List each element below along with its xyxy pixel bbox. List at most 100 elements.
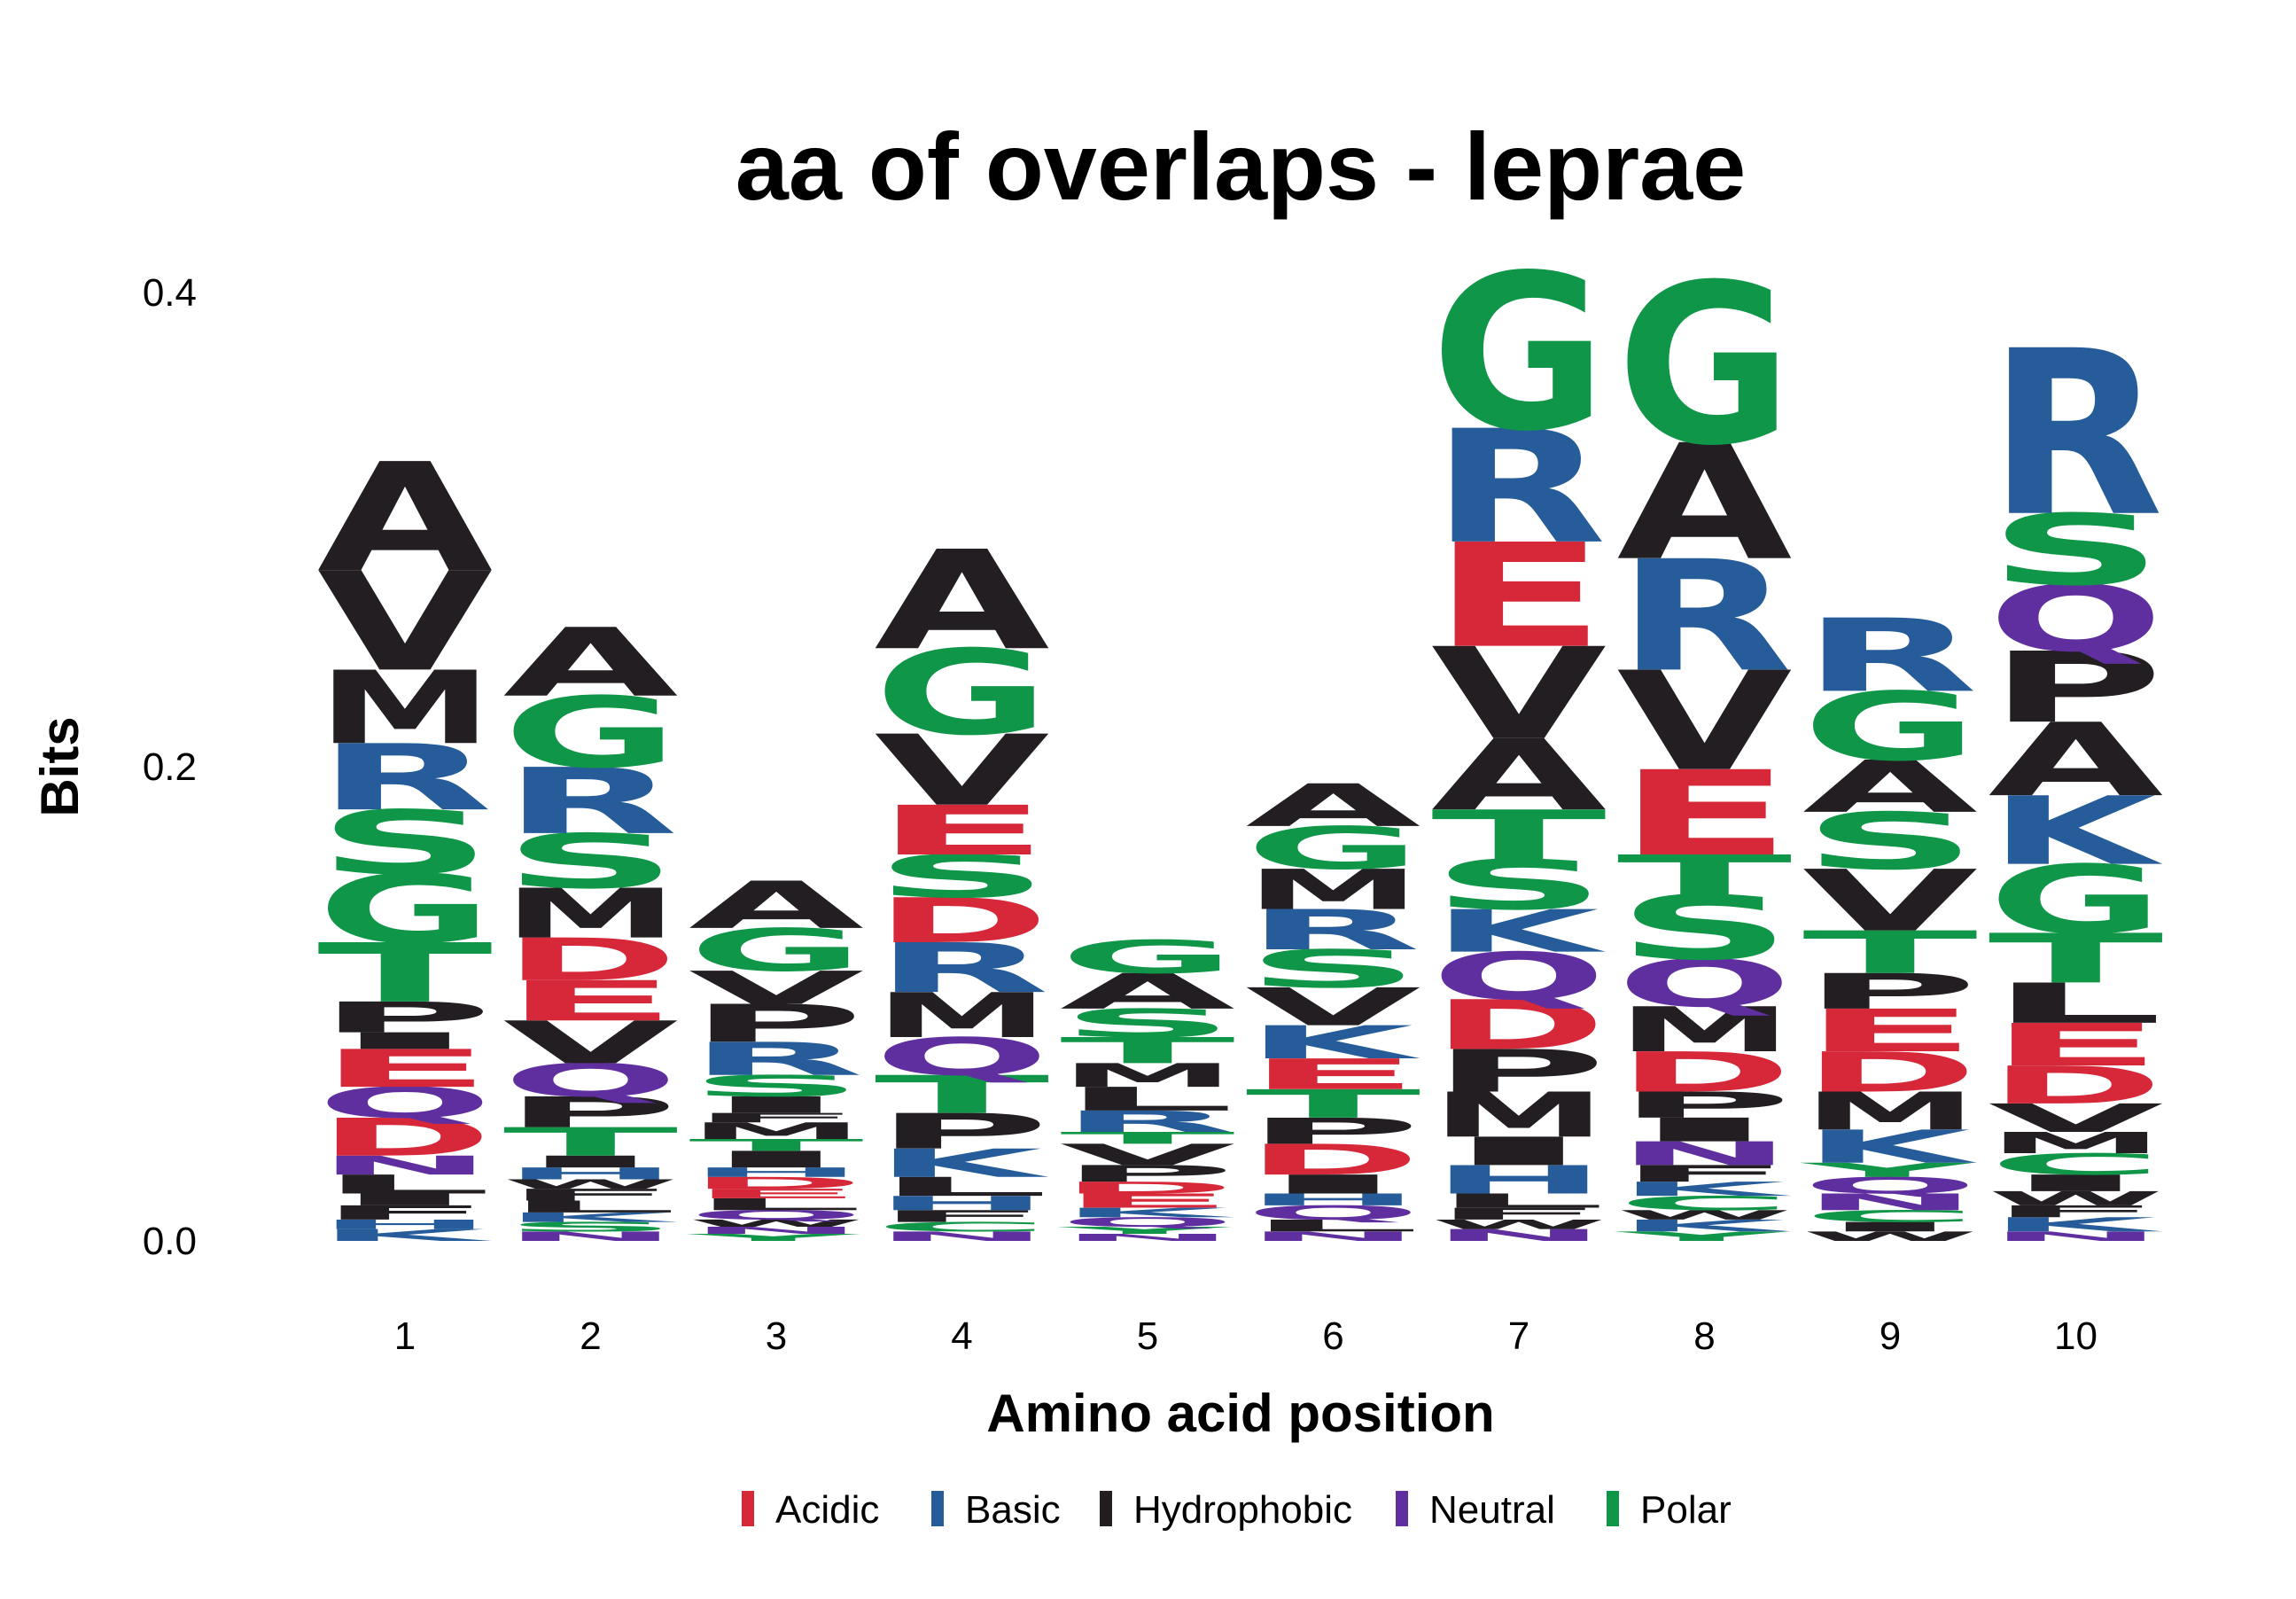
legend-item-acidic: Acidic <box>742 1488 879 1532</box>
logo-letter-S: S <box>317 792 493 893</box>
logo-letter-I: I <box>1617 1112 1793 1150</box>
logo-letter-K: K <box>1060 1205 1235 1221</box>
logo-letter-L: L <box>503 1197 679 1216</box>
logo-letter-T: T <box>689 1135 864 1154</box>
logo-letter-Y: Y <box>1057 1225 1233 1236</box>
logo-letter-I: I <box>503 1152 679 1171</box>
logo-letter-Q: Q <box>1060 1214 1235 1229</box>
logo-letter-G: G <box>1246 815 1421 883</box>
logo-letter-P: P <box>503 1088 679 1137</box>
logo-letter-Q: Q <box>1431 939 1607 1014</box>
logo-letter-F: F <box>689 1111 864 1126</box>
logo-letter-M: M <box>1802 1081 1978 1142</box>
logo-letter-D: D <box>1617 1041 1793 1105</box>
x-tick-label: 4 <box>951 1314 972 1358</box>
logo-letter-D: D <box>1802 1041 1978 1105</box>
logo-letter-H: H <box>875 1192 1050 1215</box>
logo-letter-L: L <box>875 1172 1050 1202</box>
legend-swatch <box>742 1491 754 1526</box>
logo-letter-I: I <box>1246 1169 1421 1199</box>
logo-letter-S: S <box>1617 878 1793 979</box>
logo-letter-Q: Q <box>1989 566 2164 672</box>
logo-letter-T: T <box>1802 919 1978 987</box>
logo-letter-R: R <box>1431 397 1607 578</box>
legend-label: Hydrophobic <box>1133 1488 1352 1532</box>
logo-letter-I: I <box>1431 1129 1607 1174</box>
x-tick-label: 10 <box>2054 1314 2098 1358</box>
logo-letter-K: K <box>1617 1216 1792 1235</box>
logo-letter-M: M <box>1060 1057 1235 1095</box>
legend-label: Acidic <box>775 1488 879 1532</box>
logo-letter-E: E <box>1060 1190 1235 1213</box>
logo-letter-K: K <box>1246 1016 1421 1069</box>
logo-letter-V: V <box>1989 1096 2164 1141</box>
logo-letter-H: H <box>317 1217 493 1232</box>
logo-letter-W: W <box>503 1177 679 1192</box>
logo-letter-A: A <box>1989 701 2164 819</box>
logo-letter-H: H <box>689 1165 864 1180</box>
logo-letter-C: C <box>1989 1148 2164 1182</box>
legend-label: Basic <box>965 1488 1061 1532</box>
logo-letter-D: D <box>1989 1055 2164 1115</box>
logo-letter-A: A <box>503 609 679 719</box>
logo-letter-D: D <box>1060 1178 1235 1197</box>
logo-letter-A: A <box>1617 411 1793 597</box>
logo-letter-M: M <box>1617 994 1793 1066</box>
logo-letter-G: G <box>875 625 1050 760</box>
x-axis-title: Amino acid position <box>986 1384 1494 1443</box>
logo-letter-S: S <box>1431 846 1607 925</box>
legend: Acidic Basic Hydrophobic Neutral Polar <box>742 1488 1732 1532</box>
x-tick-label: 3 <box>766 1314 787 1358</box>
logo-letter-Q: Q <box>875 1027 1050 1088</box>
y-tick-label: 0.2 <box>143 745 197 789</box>
y-axis: 0.0 0.2 0.4 <box>143 271 197 1263</box>
logo-letter-G: G <box>503 677 679 791</box>
logo-letter-S: S <box>503 1220 679 1235</box>
logo-letter-S: S <box>1989 495 2164 608</box>
logo-letter-D: D <box>317 1107 493 1167</box>
logo-letter-T: T <box>503 1119 679 1165</box>
logo-letter-I: I <box>1989 1170 2164 1197</box>
legend-item-hydrophobic: Hydrophobic <box>1100 1488 1352 1532</box>
x-tick-label: 2 <box>580 1314 601 1358</box>
logo-letter-K: K <box>317 1226 492 1244</box>
logo-letter-K: K <box>1802 1120 1978 1174</box>
logo-letter-H: H <box>1431 1158 1607 1203</box>
logo-letter-W: W <box>689 1218 864 1229</box>
logo-letter-N: N <box>875 1228 1050 1244</box>
logo-letter-I: I <box>317 1027 493 1054</box>
logo-letter-R: R <box>1060 1105 1235 1139</box>
logo-letter-A: A <box>689 868 864 943</box>
logo-letter-K: K <box>1617 1178 1792 1201</box>
logo-letter-G: G <box>1060 931 1235 984</box>
logo-letter-S: S <box>875 843 1050 911</box>
logo-letter-M: M <box>503 874 679 954</box>
logo-letter-R: R <box>317 725 493 831</box>
logo-letter-P: P <box>1802 963 1978 1020</box>
logo-letter-K: K <box>503 1210 679 1225</box>
logo-letter-W: W <box>1989 1188 2164 1211</box>
logo-letter-A: A <box>1060 963 1235 1020</box>
logo-letter-S: S <box>689 1069 864 1103</box>
logo-letter-Q: Q <box>1802 1173 1978 1199</box>
logo-letter-V: V <box>1060 1138 1235 1172</box>
logo-letter-L: L <box>689 1195 864 1213</box>
y-axis-title: Bits <box>30 716 90 816</box>
logo-letter-N: N <box>1060 1232 1235 1244</box>
logo-letter-V: V <box>875 714 1050 828</box>
logo-letter-E: E <box>503 970 679 1034</box>
logo-letter-M: M <box>1246 858 1421 923</box>
logo-letter-P: P <box>317 993 493 1042</box>
legend-swatch <box>1396 1491 1408 1526</box>
logo-letter-F: F <box>317 1202 493 1225</box>
logo-letter-P: P <box>1246 1111 1421 1152</box>
x-tick-label: 6 <box>1322 1314 1343 1358</box>
logo-letter-C: C <box>1617 1192 1793 1215</box>
logo-letter-L: L <box>1060 1080 1235 1119</box>
y-tick-label: 0.4 <box>143 271 197 315</box>
